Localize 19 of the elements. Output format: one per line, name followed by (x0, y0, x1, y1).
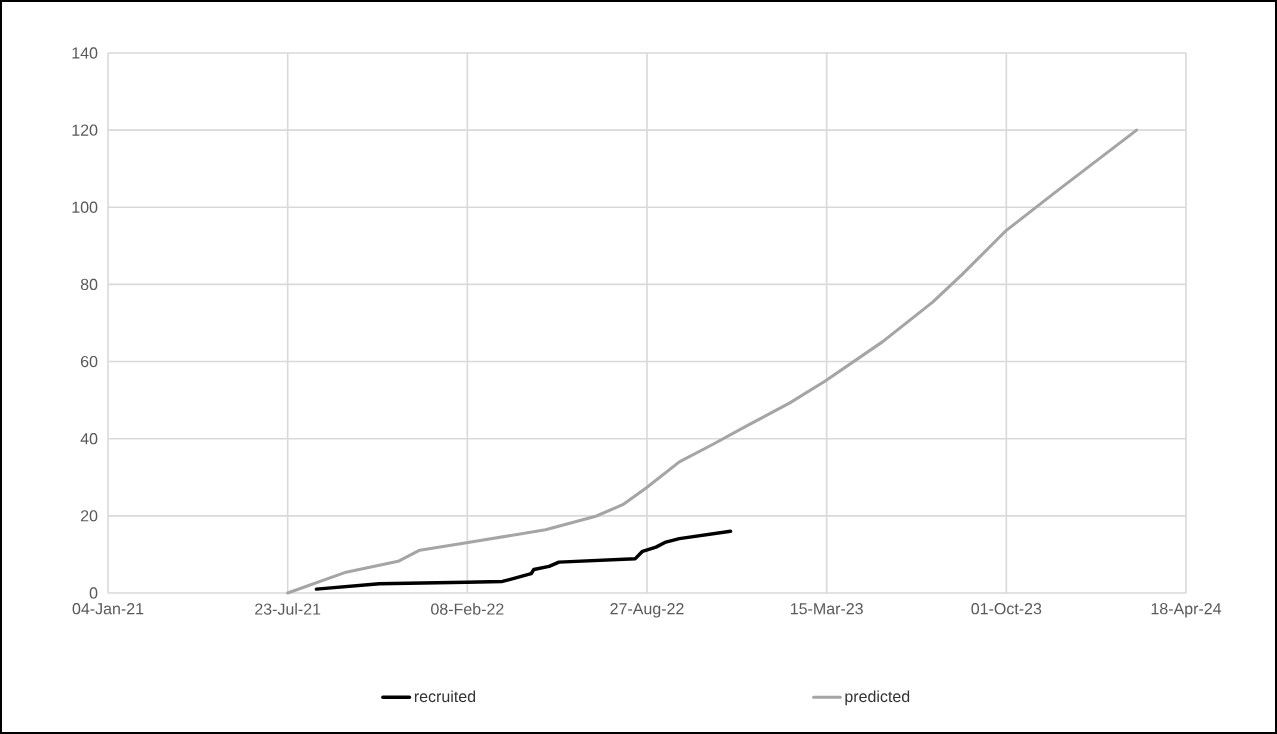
y-tick-label: 80 (80, 278, 98, 291)
line-series (314, 529, 733, 591)
line-series (286, 128, 1139, 595)
x-tick-label: 27-Aug-22 (610, 603, 684, 618)
x-tick-label: 01-Oct-23 (971, 603, 1042, 615)
legend-label: recruited (414, 690, 476, 703)
y-tick-label: 140 (72, 47, 98, 59)
x-tick-label: 23-Jul-21 (255, 603, 321, 615)
x-tick-label: 08-Feb-22 (431, 603, 504, 615)
x-tick-label: 04-Jan-21 (72, 603, 144, 615)
legend-label: predicted (845, 690, 910, 706)
y-tick-label: 120 (72, 124, 98, 136)
x-tick-label: 15-Mar-23 (790, 603, 863, 615)
y-tick-label: 60 (80, 355, 98, 368)
y-tick-label: 0 (89, 587, 98, 599)
y-tick-label: 20 (80, 510, 98, 522)
x-tick-label: 18-Apr-24 (1151, 603, 1222, 618)
y-tick-label: 100 (72, 201, 98, 213)
y-tick-label: 40 (80, 433, 98, 445)
